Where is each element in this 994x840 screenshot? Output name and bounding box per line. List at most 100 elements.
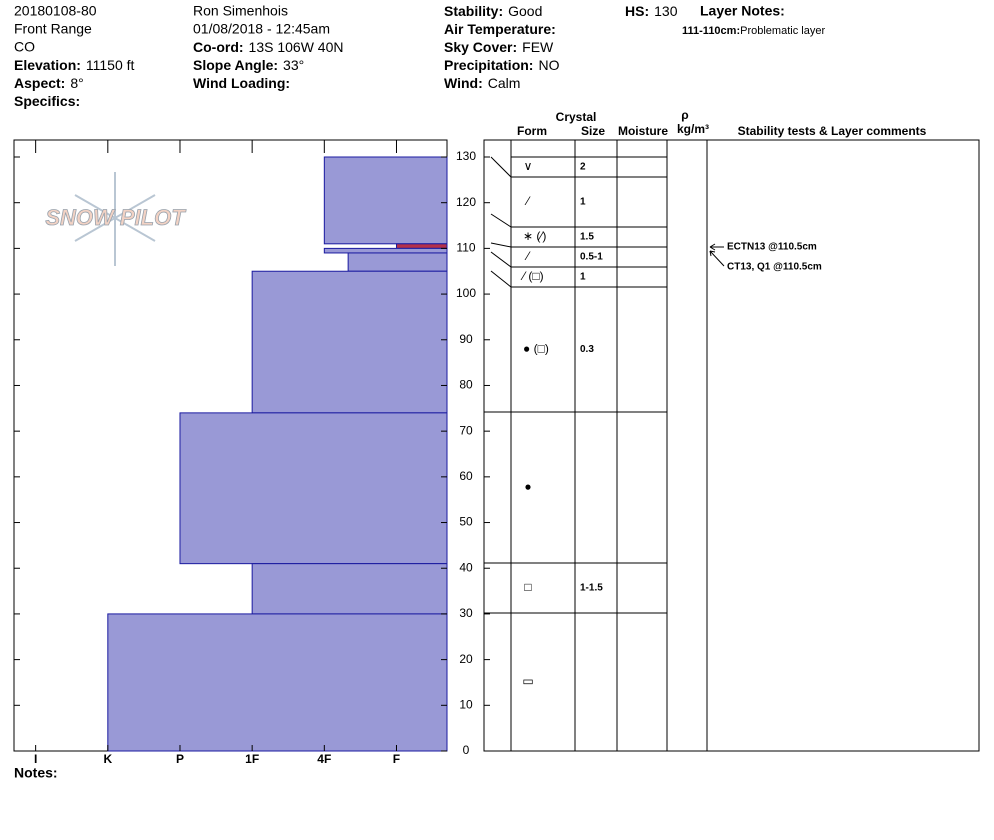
crystal-form: ● (□) — [523, 342, 549, 356]
header-field: Wind Loading: — [193, 75, 290, 91]
table-header: Stability tests & Layer comments — [738, 124, 927, 138]
header-text: CO — [14, 39, 35, 55]
field-value: 8° — [70, 75, 83, 91]
hardness-layer — [323, 156, 448, 245]
y-tick-label: 80 — [459, 378, 473, 392]
crystal-size: 2 — [580, 162, 586, 173]
header-text: Ron Simenhois — [193, 3, 288, 19]
header-field: Elevation: 11150 ft — [14, 57, 135, 73]
y-tick-label: 60 — [459, 469, 473, 483]
crystal-size: 1-1.5 — [580, 583, 603, 594]
field-value: 130 — [654, 3, 678, 19]
field-label: Stability: — [444, 3, 503, 19]
x-tick-label: P — [176, 752, 184, 766]
crystal-form: ∗ (⁄) — [523, 229, 546, 243]
stability-test: ECTN13 @110.5cm — [727, 242, 817, 253]
field-label: Wind: — [444, 75, 483, 91]
field-label: Precipitation: — [444, 57, 533, 73]
note-text: Problematic layer — [740, 25, 825, 37]
hardness-layer — [251, 270, 448, 414]
crystal-form: ⁄ — [524, 194, 531, 208]
layer-note: 111-110cm:Problematic layer — [682, 25, 825, 37]
hardness-layer — [179, 412, 448, 565]
field-label: Aspect: — [14, 75, 65, 91]
header-field: Co-ord: 13S 106W 40N — [193, 39, 344, 55]
header-field: Wind: Calm — [444, 75, 520, 91]
y-tick-label: 90 — [459, 332, 473, 346]
field-value: NO — [538, 57, 559, 73]
x-tick-label: 1F — [245, 752, 259, 766]
crystal-form: ⁄ (□) — [520, 269, 544, 283]
table-header: Form — [517, 124, 547, 138]
hardness-layer — [395, 243, 448, 249]
crystal-form: □ — [524, 580, 531, 594]
table-header: Moisture — [618, 124, 668, 138]
y-tick-label: 110 — [456, 241, 475, 255]
crystal-form: ⁄ — [524, 249, 531, 263]
stability-test: CT13, Q1 @110.5cm — [727, 262, 822, 273]
header-text: 20180108-80 — [14, 3, 97, 19]
x-tick-label: K — [103, 752, 112, 766]
table-header: kg/m³ — [677, 122, 709, 136]
hardness-layer — [347, 252, 448, 272]
header-field: Air Temperature: — [444, 21, 556, 37]
field-label: Co-ord: — [193, 39, 244, 55]
note-range: 111-110cm: — [682, 25, 740, 37]
field-label: Wind Loading: — [193, 75, 290, 91]
y-tick-label: 40 — [459, 560, 473, 574]
crystal-form: ● — [524, 480, 531, 494]
field-label: Sky Cover: — [444, 39, 517, 55]
table-header: Size — [581, 124, 605, 138]
header-field: Stability: Good — [444, 3, 542, 19]
header-text: Front Range — [14, 21, 92, 37]
y-tick-label: 30 — [459, 606, 473, 620]
table-header: ρ — [681, 108, 688, 122]
x-tick-label: 4F — [317, 752, 331, 766]
header-field: Slope Angle: 33° — [193, 57, 304, 73]
field-value: 11150 ft — [86, 57, 135, 73]
layer-notes-label: Layer Notes: — [700, 3, 785, 19]
y-tick-label: 120 — [456, 195, 476, 209]
field-value: FEW — [522, 39, 554, 55]
field-label: Elevation: — [14, 57, 81, 73]
y-tick-label: 130 — [456, 149, 476, 163]
crystal-size: 0.5-1 — [580, 252, 603, 263]
logo-flake — [74, 172, 156, 266]
hardness-layer — [323, 247, 448, 254]
header-field: Aspect: 8° — [14, 75, 84, 91]
table-columns — [490, 140, 725, 751]
hardness-layer — [107, 613, 448, 752]
crystal-form: ∨ — [524, 159, 533, 173]
crystal-form: ▭ — [522, 674, 533, 688]
x-tick-label: I — [34, 752, 37, 766]
y-tick-label: 10 — [459, 697, 473, 711]
field-value: Good — [508, 3, 542, 19]
logo: SNOW PILOT — [45, 205, 186, 230]
hardness-layer — [251, 563, 448, 615]
field-label: HS: — [625, 3, 649, 19]
notes-label: Notes: — [14, 765, 58, 781]
field-value: Calm — [488, 75, 521, 91]
y-tick-label: 20 — [459, 652, 473, 666]
y-tick-label: 50 — [459, 515, 473, 529]
header-field: HS: 130 — [625, 3, 678, 19]
y-tick-label: 100 — [456, 286, 476, 300]
x-tick-label: F — [393, 752, 400, 766]
table-header: Crystal — [556, 110, 597, 124]
field-label: Slope Angle: — [193, 57, 278, 73]
field-label: Specifics: — [14, 93, 80, 109]
field-value: 33° — [283, 57, 304, 73]
header-field: Specifics: — [14, 93, 80, 109]
crystal-size: 1 — [580, 272, 586, 283]
crystal-size: 1 — [580, 197, 586, 208]
y-tick-label: 70 — [459, 423, 473, 437]
header-field: Precipitation: NO — [444, 57, 560, 73]
y-tick-label: 0 — [463, 743, 470, 757]
field-label: Air Temperature: — [444, 21, 556, 37]
crystal-size: 1.5 — [580, 232, 594, 243]
crystal-table-frame — [483, 139, 980, 752]
header-field: Sky Cover: FEW — [444, 39, 554, 55]
crystal-size: 0.3 — [580, 344, 594, 355]
header-text: 01/08/2018 - 12:45am — [193, 21, 330, 37]
